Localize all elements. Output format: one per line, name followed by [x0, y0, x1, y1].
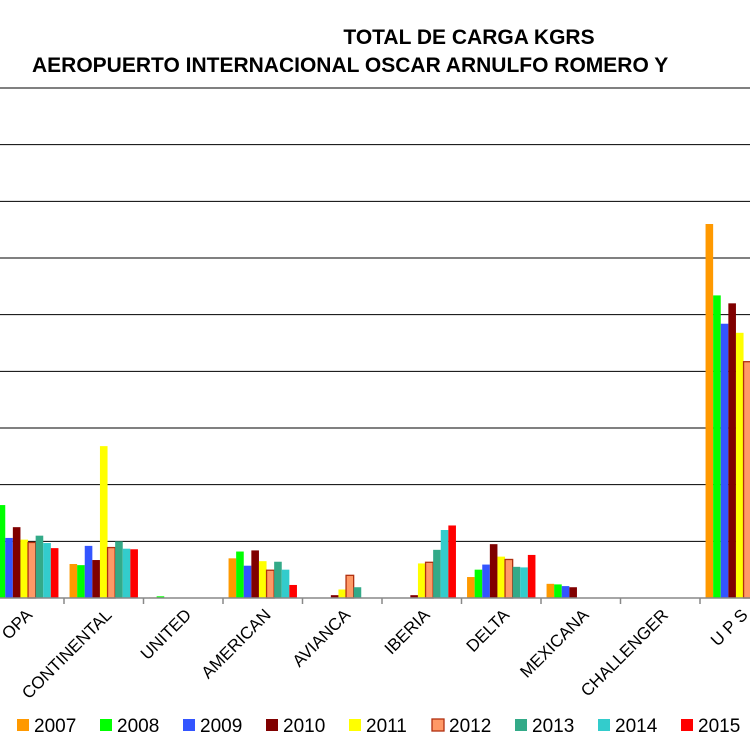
legend-label-2013: 2013	[532, 716, 574, 737]
bar-american-2011	[258, 561, 267, 598]
bar-iberia-2011	[417, 563, 426, 598]
x-tick-label: AVIANCA	[289, 605, 355, 671]
legend-swatch-2013	[515, 719, 527, 731]
legend-label-2010: 2010	[283, 716, 325, 737]
legend-swatch-2008	[100, 719, 112, 731]
x-tick-label: UNITED	[137, 605, 195, 663]
legend-label-2008: 2008	[117, 716, 159, 737]
bar-copa-2009	[5, 537, 13, 598]
bar-ups-2008	[713, 295, 721, 598]
legend-label-2009: 2009	[200, 716, 242, 737]
bar-ups-2010	[728, 303, 736, 598]
bar-mexicana-2009	[561, 586, 570, 598]
bar-iberia-2013	[433, 549, 441, 598]
bar-delta-2012	[504, 558, 514, 599]
bar-iberia-2015	[448, 525, 456, 598]
bar-continental-2015	[130, 549, 138, 598]
bar-ups-2007	[705, 224, 714, 598]
bar-iberia-2010	[410, 595, 418, 598]
legend-swatch-2011	[349, 719, 361, 731]
bar-avianca-2010	[330, 595, 339, 598]
bar-american-2013	[274, 561, 282, 598]
x-tick-label: IBERIA	[381, 605, 434, 658]
legend-swatch-2010	[266, 719, 278, 731]
bar-delta-2011	[497, 556, 506, 598]
bar-continental-2007	[69, 564, 78, 598]
bar-copa-2014	[43, 543, 51, 598]
bars	[0, 224, 750, 599]
legend-swatch-2009	[183, 719, 195, 731]
bar-copa-2010	[12, 527, 21, 598]
bar-copa-2008	[0, 505, 6, 598]
bar-continental-2009	[84, 545, 93, 598]
bar-mexicana-2010	[569, 587, 577, 598]
bar-continental-2008	[77, 565, 85, 598]
x-tick-label: MEXICANA	[516, 605, 593, 682]
bar-continental-2013	[115, 541, 123, 598]
x-tick-label: OPA	[0, 605, 37, 643]
bar-mexicana-2008	[554, 584, 562, 598]
bar-delta-2010	[489, 544, 498, 598]
bar-ups-2011	[735, 332, 744, 598]
legend-swatch-2012	[431, 718, 445, 732]
bar-avianca-2013	[353, 587, 362, 598]
bar-iberia-2012	[424, 561, 434, 599]
legend-label-2007: 2007	[34, 716, 76, 737]
bar-copa-2013	[35, 535, 44, 598]
legend-label-2015: 2015	[698, 716, 740, 737]
bar-continental-2010	[92, 560, 100, 598]
bar-copa-2015	[50, 548, 59, 598]
bar-avianca-2011	[338, 589, 347, 598]
bar-continental-2011	[99, 446, 108, 598]
x-tick-label: DELTA	[463, 605, 514, 656]
bar-american-2012	[265, 569, 275, 599]
bar-american-2008	[236, 551, 244, 598]
gridlines	[0, 87, 750, 542]
bar-copa-2012	[27, 541, 37, 599]
legend-label-2014: 2014	[615, 716, 658, 737]
bar-delta-2013	[512, 566, 521, 598]
bar-mexicana-2007	[546, 583, 555, 598]
bar-copa-2011	[20, 539, 29, 598]
bar-american-2015	[289, 584, 297, 598]
x-tick-label: AMERICAN	[198, 605, 275, 682]
legend-label-2012: 2012	[449, 716, 491, 737]
bar-avianca-2012	[345, 574, 355, 599]
bar-ups-2009	[720, 323, 729, 598]
bar-american-2014	[281, 569, 290, 598]
bar-american-2010	[251, 550, 259, 598]
x-axis	[0, 597, 750, 604]
legend-swatch-2007	[17, 719, 29, 731]
bar-delta-2009	[482, 564, 490, 598]
x-tick-label: U P S	[707, 605, 750, 650]
chart-title: TOTAL DE CARGA KGRS	[343, 26, 594, 49]
bar-iberia-2014	[440, 530, 449, 598]
bar-continental-2014	[122, 548, 131, 598]
legend-swatch-2015	[681, 719, 693, 731]
legend: 2007 2008 2009 2010 2011 2012 2013 2014 2015	[17, 716, 740, 737]
bar-american-2009	[243, 565, 252, 598]
legend-label-2011: 2011	[366, 716, 407, 737]
bar-continental-2012	[106, 546, 116, 599]
legend-swatch-2014	[598, 719, 610, 731]
chart-subtitle: AEROPUERTO INTERNACIONAL OSCAR ARNULFO R…	[32, 54, 668, 77]
bar-united-2008	[156, 596, 165, 598]
bar-delta-2014	[520, 567, 528, 598]
bar-delta-2007	[467, 577, 475, 598]
bar-ups-2012	[742, 361, 750, 599]
bar-american-2007	[228, 558, 237, 598]
bar-delta-2015	[527, 554, 536, 598]
bar-delta-2008	[474, 569, 483, 598]
